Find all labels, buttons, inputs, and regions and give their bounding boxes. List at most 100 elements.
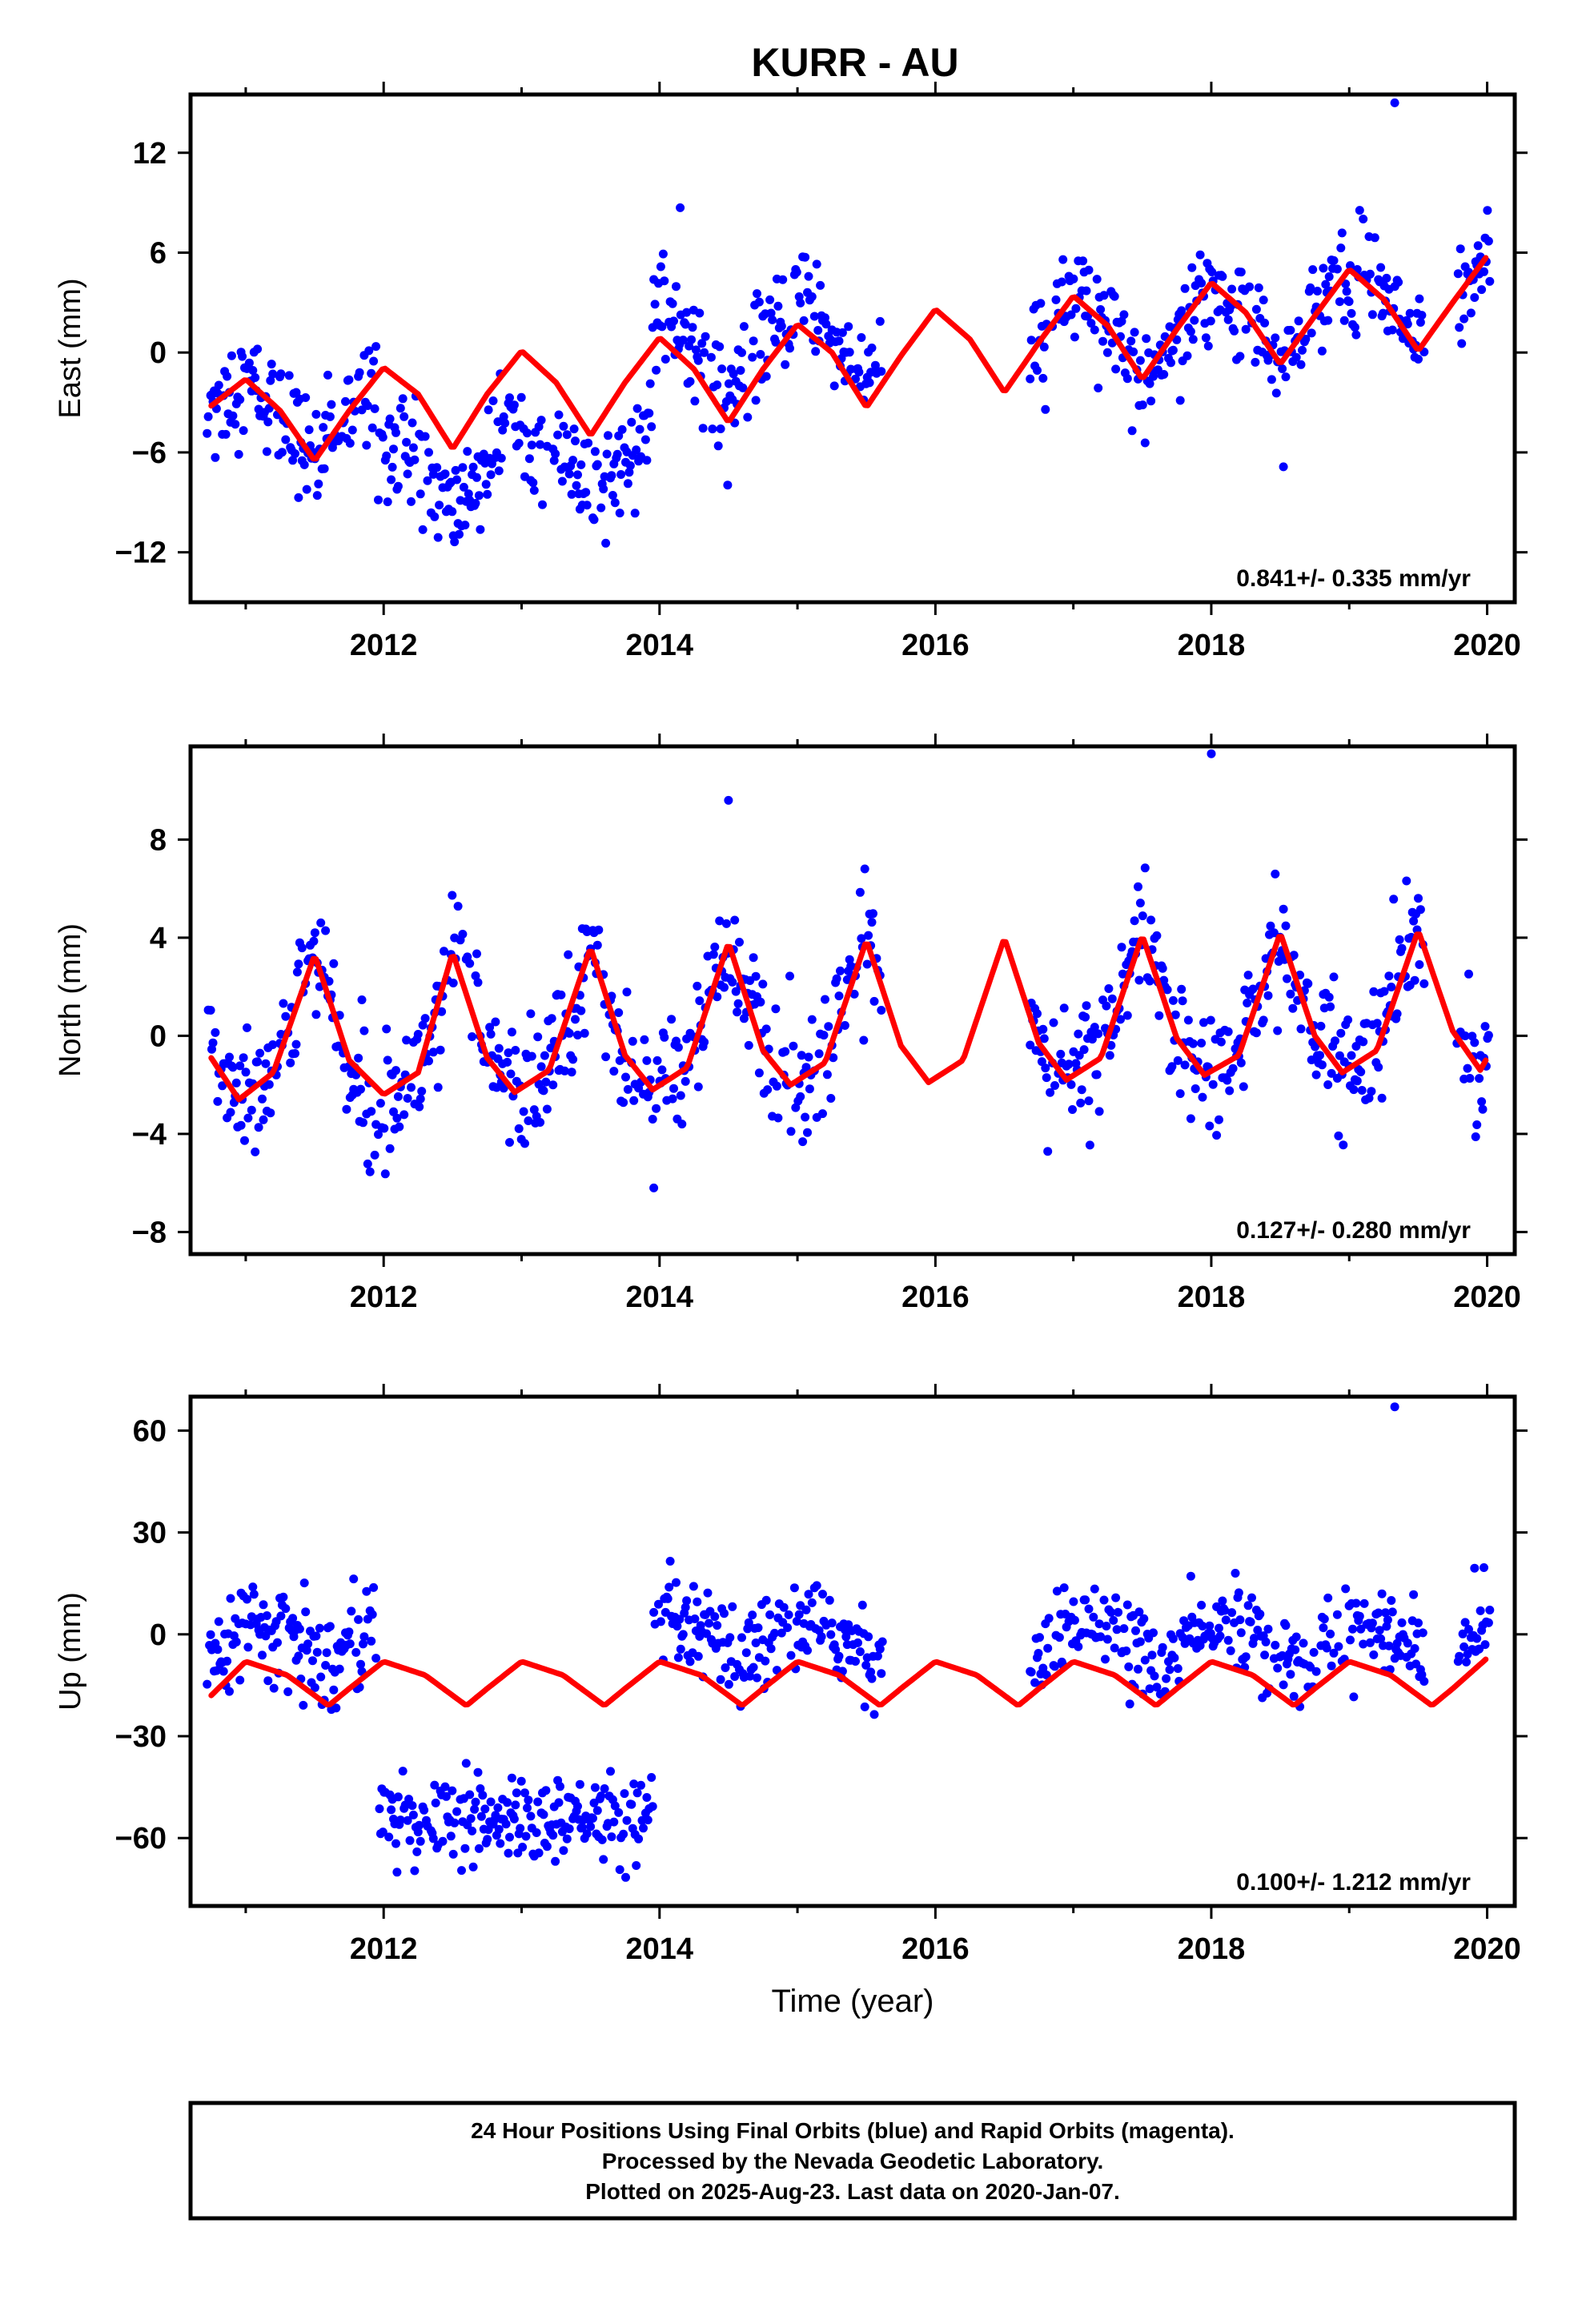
data-point — [1243, 971, 1253, 980]
data-point — [440, 469, 450, 479]
data-point — [513, 1848, 523, 1858]
data-point — [451, 465, 460, 475]
data-point — [463, 447, 472, 456]
data-point — [733, 999, 743, 1008]
data-point — [1480, 1022, 1490, 1031]
data-point — [1247, 1593, 1256, 1602]
data-point — [1415, 294, 1424, 304]
data-point — [1271, 1640, 1280, 1650]
rate-label: 0.127+/- 0.280 mm/yr — [1236, 1217, 1471, 1244]
data-point — [584, 438, 593, 448]
data-point — [471, 1797, 480, 1807]
data-point — [1139, 1614, 1149, 1623]
data-point — [1241, 324, 1251, 334]
data-point — [1349, 1085, 1359, 1095]
data-point — [527, 440, 536, 450]
data-point — [1281, 372, 1291, 382]
data-point — [1138, 400, 1147, 410]
data-point — [363, 401, 372, 410]
data-point — [1182, 351, 1192, 360]
data-point — [416, 1094, 425, 1104]
data-point — [861, 1660, 871, 1670]
y-tick-label: −6 — [132, 436, 167, 470]
data-point — [1243, 1601, 1253, 1610]
data-point — [461, 1759, 471, 1768]
data-point — [1057, 277, 1066, 287]
data-point — [342, 1104, 351, 1114]
data-point — [1342, 287, 1351, 296]
data-point — [514, 1124, 524, 1133]
data-point — [564, 1028, 574, 1038]
data-point — [1375, 1626, 1384, 1635]
data-point — [1098, 336, 1107, 346]
data-point — [1159, 370, 1169, 379]
data-point — [1296, 360, 1306, 369]
data-point — [1279, 1680, 1288, 1690]
data-point — [1246, 1617, 1255, 1626]
plot-frame — [188, 1394, 1517, 1908]
data-point — [532, 1828, 541, 1837]
data-point — [547, 1014, 556, 1023]
data-point — [1241, 1652, 1251, 1662]
data-point — [705, 1618, 713, 1628]
data-point — [1364, 1093, 1374, 1103]
data-point — [262, 1611, 271, 1620]
data-point — [391, 428, 400, 437]
data-point — [473, 978, 483, 987]
data-point — [648, 1802, 657, 1811]
data-point — [367, 1107, 376, 1116]
data-point — [665, 1582, 674, 1592]
data-point — [1090, 1584, 1099, 1594]
x-tick-label-2012: 2012 — [350, 1281, 418, 1314]
data-point — [362, 1586, 371, 1596]
data-point — [516, 1823, 525, 1833]
data-point — [262, 447, 271, 456]
data-point — [1140, 1655, 1150, 1665]
data-point — [1039, 1034, 1049, 1043]
data-point — [1327, 1068, 1336, 1078]
data-point — [875, 1644, 885, 1654]
data-point — [1110, 292, 1119, 301]
data-point — [744, 1618, 753, 1627]
data-point — [428, 1047, 438, 1057]
data-point — [604, 431, 612, 440]
data-point — [794, 1610, 804, 1619]
data-point — [801, 252, 810, 262]
data-point — [766, 1644, 776, 1654]
data-point — [267, 360, 276, 369]
data-point — [580, 1028, 589, 1038]
data-point — [432, 463, 442, 472]
data-point — [1343, 1015, 1353, 1024]
data-point — [761, 372, 771, 381]
data-point — [681, 1076, 690, 1086]
data-point — [725, 1633, 735, 1642]
data-point — [1198, 1622, 1207, 1630]
data-point — [301, 1607, 311, 1617]
data-point — [754, 1068, 764, 1078]
data-point — [677, 1120, 687, 1129]
data-point — [796, 1092, 805, 1101]
y-tick-label: 0 — [150, 1618, 167, 1652]
data-point — [771, 337, 781, 347]
data-point — [1239, 1082, 1248, 1092]
data-point — [465, 959, 475, 968]
data-point — [1050, 1662, 1059, 1671]
data-point — [1376, 1634, 1386, 1643]
data-point — [568, 1055, 578, 1064]
data-point — [622, 987, 632, 997]
data-point — [1326, 1629, 1335, 1638]
data-point — [1289, 951, 1299, 960]
data-point — [589, 515, 599, 525]
data-point — [625, 461, 635, 470]
data-point — [1316, 1021, 1326, 1031]
data-point — [526, 1811, 536, 1821]
data-point — [1188, 335, 1198, 344]
data-point — [708, 424, 717, 434]
data-point — [1321, 279, 1331, 289]
data-point — [1142, 334, 1151, 344]
data-point — [1147, 1651, 1157, 1660]
data-point — [1403, 320, 1412, 329]
data-point — [1126, 336, 1136, 346]
data-point — [219, 1667, 228, 1676]
data-point — [321, 1661, 331, 1670]
